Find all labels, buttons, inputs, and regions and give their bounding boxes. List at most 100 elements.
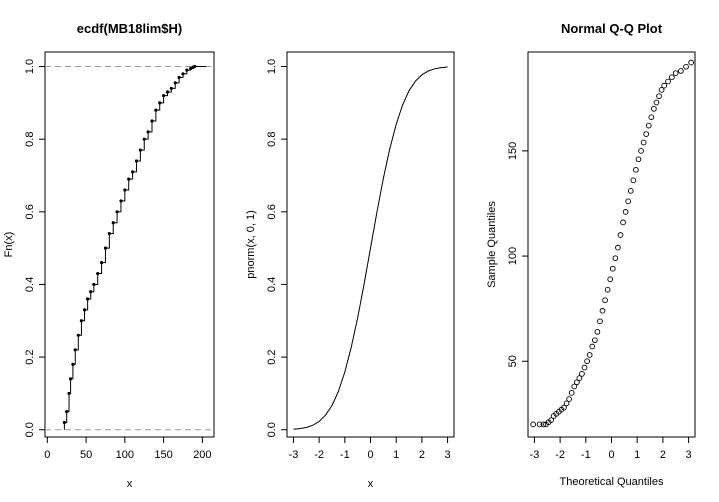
ecdf-point [67,391,71,396]
ecdf-point [82,308,87,312]
qq-point [615,244,621,251]
qq-point [536,421,543,428]
plot-frame [286,51,455,438]
x-tick-label: -2 [555,449,565,461]
ecdf-point [79,319,84,323]
qq-point [635,156,642,163]
ecdf-point [65,409,69,414]
x-tick-label: 2 [660,449,666,461]
qq-point [563,400,570,407]
qq-point [597,318,603,325]
panel-2: -3 -2 -1 0 1 2 3 0.0 0.2 0.4 0.6 0.8 1.0 x pnorm(x, 0,… [245,51,455,490]
y-tick-label: 0.4 [24,277,36,292]
y-tick-label: 1.0 [24,59,36,74]
qq-point [579,371,585,377]
qq-point [594,328,601,335]
qq-point [625,198,632,205]
qq-point [604,286,611,293]
y-tick-label: 0.6 [266,204,278,219]
ecdf-point [96,271,100,276]
qq-point [688,59,694,66]
ecdf-point [169,86,173,90]
ecdf-point [134,159,139,163]
qq-point [548,417,554,424]
y-tick-label: 0.8 [24,132,36,147]
qq-point [573,379,580,386]
panel-title: Normal Q-Q Plot [561,21,663,36]
ecdf-point [99,261,104,265]
qq-point [627,188,634,194]
y-tick-label: 0.0 [266,422,278,437]
x-tick-label: 1 [634,449,640,461]
ecdf-point [71,362,75,366]
qq-point [678,68,684,74]
ecdf-point [146,130,150,134]
qq-point [630,177,637,184]
ecdf-point [162,93,166,98]
ecdf-point [154,108,158,112]
x-tick-label: 3 [686,449,692,461]
x-axis-title: x [127,478,133,490]
qq-point [602,297,608,304]
qq-point [622,209,629,215]
ecdf-point [123,188,127,192]
qq-point [638,148,644,154]
plot-frame [44,51,215,438]
qq-point [640,139,647,146]
qq-point [561,404,567,411]
y-tick-label: 0.4 [266,277,278,292]
qq-point [669,74,675,81]
qq-point [568,389,575,396]
x-tick-label: 100 [116,449,134,461]
panel-3: Normal Q-Q Plot -3 -2 -1 0 1 2 3 50 100 150 Theoret… [486,21,696,488]
qq-point [651,105,657,112]
qq-point [653,99,660,106]
ecdf-point [185,68,189,72]
qq-point [643,131,650,137]
qq-point [566,396,572,402]
qq-point [661,82,668,89]
x-tick-label: 50 [80,449,92,461]
qq-point [620,219,626,226]
qq-point [645,122,652,129]
x-axis-title: Theoretical Quantiles [560,476,664,488]
x-tick-label: -3 [530,449,540,461]
cdf-curve [293,66,448,430]
ecdf-point [111,221,115,225]
y-axis-title: pnorm(x, 0, 1) [245,210,257,278]
qq-point [633,166,639,173]
ecdf-point [92,282,96,287]
qq-point [656,93,662,100]
ecdf-point [138,148,142,152]
x-tick-label: 200 [193,449,211,461]
ecdf-point [119,199,123,203]
y-tick-label: 0.6 [24,204,36,219]
qq-point [612,255,619,262]
x-tick-label: 150 [154,449,172,461]
x-tick-label: 0 [608,449,614,461]
x-tick-label: -1 [581,449,591,461]
y-tick-label: 150 [507,142,519,160]
ecdf-point [150,119,154,123]
qq-point [599,307,606,314]
qq-point [591,337,598,344]
ecdf-point [193,64,197,69]
ecdf-point [158,101,162,105]
ecdf-point [165,90,170,94]
y-tick-label: 0.2 [24,349,36,364]
qq-point [665,78,671,85]
ecdf-point [131,170,135,174]
ecdf-point [103,246,108,250]
ecdf-point [107,232,111,236]
y-axis-title: Sample Quantiles [486,201,498,288]
y-tick-label: 0.8 [266,132,278,147]
qq-point [584,358,590,365]
ecdf-point [142,137,146,141]
ecdf-steps [63,66,207,430]
ecdf-point [115,210,119,214]
y-tick-label: 0.2 [266,349,278,364]
x-tick-label: 1 [393,449,399,461]
qq-point [540,421,547,428]
x-tick-label: 0 [44,449,50,461]
